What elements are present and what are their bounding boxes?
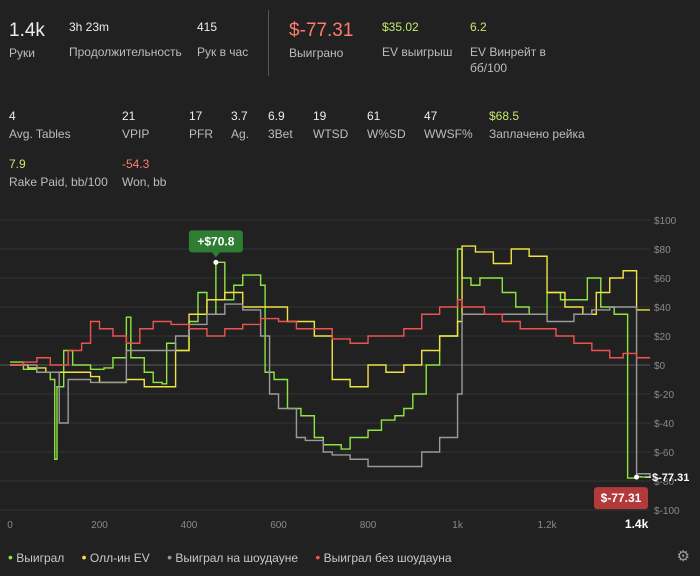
legend-item-non-showdown[interactable]: • Выиграл без шоудауна [315,549,452,565]
y-tick-label: $0 [654,361,666,372]
stat-value: 415 [197,20,218,34]
stat-vpip: 21 VPIP [122,109,149,142]
series-line-1 [10,245,650,388]
dot-icon: • [8,549,13,565]
profit-chart: $100 $80 $60 $40 $20 $0 $-20 $-40 $-60 $-80 $-100 0… [0,216,689,531]
end-value-label: $-77.31 [652,472,689,484]
series-line-0 [10,248,650,479]
series-line-2 [10,303,651,479]
stat-won-bb: -54.3 Won, bb [122,157,166,190]
stat-label: Заплачено рейка [489,127,585,141]
stat-ev-выигрыш: $35.02 EV выигрыш [382,20,452,60]
dot-icon: • [315,549,321,565]
stat-avg-tables: 4 Avg. Tables [9,109,71,142]
stat-value: 7.9 [9,157,26,171]
summary-divider [268,10,269,76]
gear-icon[interactable]: ⚙ [676,548,690,565]
stat-label: VPIP [122,127,150,141]
stat-ev-винрейт-в: 6.2 EV Винрейт в бб/100 [470,20,546,76]
x-tick-label: 1k [452,520,464,531]
x-tick-label: 800 [360,520,377,531]
stat-value: $-77.31 [289,20,354,41]
y-tick-label: $20 [654,332,671,343]
stat-value: -54.3 [122,157,150,171]
dot-icon: • [167,549,173,565]
annotation-box [594,487,648,510]
stat-label: WWSF% [424,127,473,141]
legend-label: Выиграл [16,551,65,565]
dot-icon: • [81,549,87,565]
stat-label: PFR [189,127,213,141]
legend-label: Выиграл без шоудауна [323,551,452,565]
y-tick-label: $60 [654,274,671,285]
chart-legend: • Выиграл • Олл-ин EV • Выиграл на шоуда… [8,549,466,565]
stat-value: 19 [313,109,327,123]
legend-label: Выиграл на шоудауне [175,551,299,565]
legend-item-won[interactable]: • Выиграл [8,549,65,565]
stat-label: Руки [9,46,35,60]
y-tick-label: $80 [654,245,671,256]
stat-заплачено-рейка: $68.5 Заплачено рейка [489,109,585,142]
stat-3bet: 6.9 3Bet [268,109,293,142]
stat-value: 6.2 [470,20,487,34]
stat-value: 1.4k [9,20,45,41]
stat-value: 21 [122,109,136,123]
annotation-pointer [211,252,220,258]
stat-value: 6.9 [268,109,285,123]
x-tick-label: 0 [7,520,13,531]
legend-item-showdown[interactable]: • Выиграл на шоудауне [167,549,299,565]
stat-value: $35.02 [382,20,419,34]
stat-выиграно: $-77.31 Выиграно [289,20,353,61]
annotation-point [213,259,219,265]
legend-label: Олл-ин EV [89,551,150,565]
stat-value: $68.5 [489,109,520,123]
stat-label: Rake Paid, bb/100 [9,175,108,189]
stat-label-line2: бб/100 [470,61,508,75]
stat-label: Won, bb [122,175,167,189]
stat-value: 3h 23m [69,20,110,34]
stat-value: 4 [9,109,16,123]
x-tick-label: 600 [270,520,287,531]
x-tick-label: 1.2k [538,520,558,531]
y-tick-label: $-80 [654,477,674,488]
stat-value: 17 [189,109,203,123]
y-tick-label: $-60 [654,448,674,459]
stat-label: EV Винрейт в [470,45,546,59]
stat-pfr: 17 PFR [189,109,213,142]
stat-label: Продолжительность [69,45,182,59]
stat-label: Рук в час [197,45,249,59]
stat-label: 3Bet [268,127,293,141]
stat-wwsf-: 47 WWSF% [424,109,473,142]
stat-руки: 1.4k Руки [9,20,45,61]
stat-label: Ag. [231,127,250,141]
stat-label: W%SD [367,127,406,141]
stat-label: Выиграно [289,46,344,60]
stat-value: 61 [367,109,381,123]
x-tick-label: 200 [91,520,108,531]
stat-label: Avg. Tables [9,127,71,141]
series-line-3 [10,299,650,366]
legend-item-allin-ev[interactable]: • Олл-ин EV [81,549,150,565]
annotation-box [188,230,243,253]
stat-wtsd: 19 WTSD [313,109,348,142]
stat-rake-paid-bb-100: 7.9 Rake Paid, bb/100 [9,157,108,190]
stat-рук-в-час: 415 Рук в час [197,20,248,60]
y-tick-label: $100 [654,216,677,227]
stat-label: EV выигрыш [382,45,453,59]
stat-value: 3.7 [231,109,248,123]
annotation-label: $-77.31 [601,491,642,505]
x-tick-label: 1.4k [625,517,649,531]
stat-продолжительность: 3h 23m Продолжительность [69,20,182,60]
y-tick-label: $40 [654,303,671,314]
y-tick-label: $-100 [654,506,680,517]
stat-label: WTSD [313,127,349,141]
annotation-label: +$70.8 [197,234,234,248]
stat-ag-: 3.7 Ag. [231,109,249,142]
y-tick-label: $-20 [654,390,674,401]
stat-w-sd: 61 W%SD [367,109,406,142]
annotation-point [634,474,640,480]
y-tick-label: $-40 [654,419,674,430]
x-tick-label: 400 [181,520,198,531]
stat-value: 47 [424,109,438,123]
